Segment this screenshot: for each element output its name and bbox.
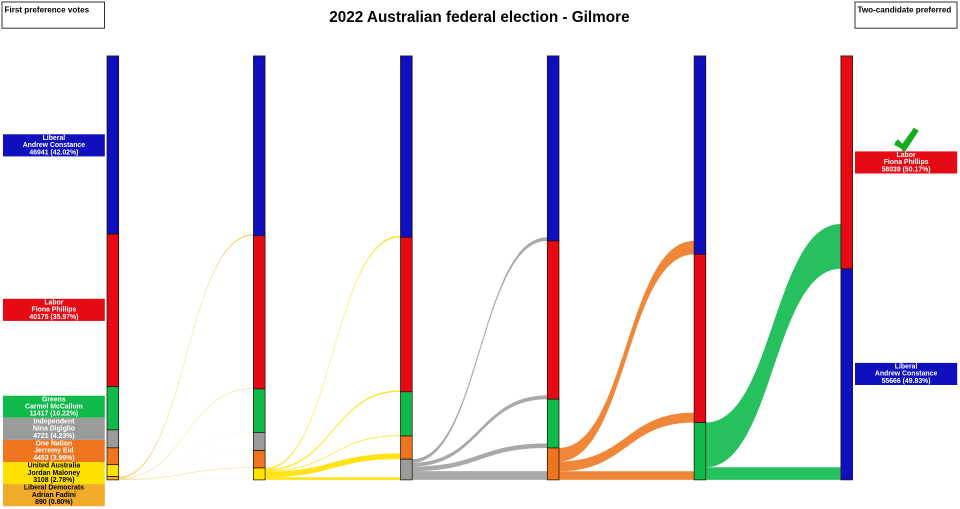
svg-text:Two-candidate preferred: Two-candidate preferred xyxy=(858,6,952,15)
svg-text:2022 Australian federal electi: 2022 Australian federal election - Gilmo… xyxy=(329,9,629,26)
svg-text:First preference votes: First preference votes xyxy=(5,6,90,15)
